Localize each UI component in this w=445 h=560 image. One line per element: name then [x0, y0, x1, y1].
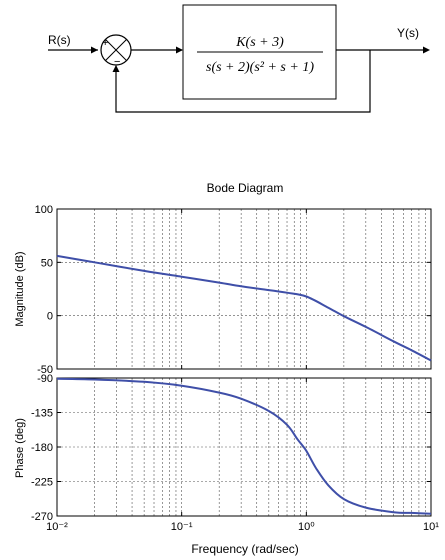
- summing-minus-sign: −: [114, 56, 120, 68]
- output-label: Y(s): [397, 26, 419, 40]
- magnitude-frame: [56, 208, 432, 370]
- output-arrowhead: [423, 46, 430, 54]
- phase-x-ticks: 10⁻² 10⁻¹ 10⁰ 10¹: [46, 521, 439, 533]
- y-tick-label: -225: [31, 477, 53, 489]
- phase-panel: -270 -225 -180 -135 -90 10⁻² 10⁻¹ 10⁰ 10¹: [31, 373, 439, 533]
- y-tick-label: -50: [37, 364, 53, 376]
- y-tick-label: 50: [41, 257, 53, 269]
- y-tick-label: -180: [31, 442, 53, 454]
- y-tick-label: -135: [31, 408, 53, 420]
- phase-series-line: [56, 377, 432, 515]
- magnitude-grid: [57, 209, 431, 369]
- tf-denominator: s(s + 2)(s² + s + 1): [206, 60, 314, 75]
- magnitude-panel: -50 0 50 100: [35, 204, 432, 376]
- x-tick-label: 10⁻¹: [171, 521, 193, 533]
- magnitude-axis-label: Magnitude (dB): [14, 251, 26, 326]
- phase-y-ticks: -270 -225 -180 -135 -90: [31, 373, 432, 523]
- feedback-arrowhead: [112, 65, 120, 72]
- frequency-axis-label: Frequency (rad/sec): [191, 542, 298, 556]
- y-tick-label: 100: [35, 204, 53, 216]
- y-tick-label: -90: [37, 373, 53, 385]
- chart-title: Bode Diagram: [207, 181, 284, 195]
- block-diagram: R(s) + − K(s + 3) s(s + 2)(s² + s + 1) Y…: [48, 4, 430, 113]
- summing-plus-sign: +: [102, 37, 108, 49]
- x-tick-label: 10⁰: [298, 521, 315, 533]
- magnitude-series-line: [56, 254, 432, 362]
- y-tick-label: 0: [47, 311, 53, 323]
- magnitude-y-ticks: -50 0 50 100: [35, 204, 432, 376]
- input-label: R(s): [48, 33, 71, 47]
- x-tick-label: 10¹: [423, 521, 439, 533]
- summing-cross-b: [105, 39, 127, 61]
- input-arrowhead: [91, 46, 98, 54]
- tf-numerator: K(s + 3): [235, 35, 284, 50]
- phase-grid: [57, 378, 431, 516]
- phase-axis-label: Phase (deg): [14, 418, 26, 478]
- y-tick-label: -270: [31, 511, 53, 523]
- feedback-path: [115, 50, 371, 113]
- forward-arrowhead: [176, 46, 183, 54]
- x-tick-label: 10⁻²: [46, 521, 68, 533]
